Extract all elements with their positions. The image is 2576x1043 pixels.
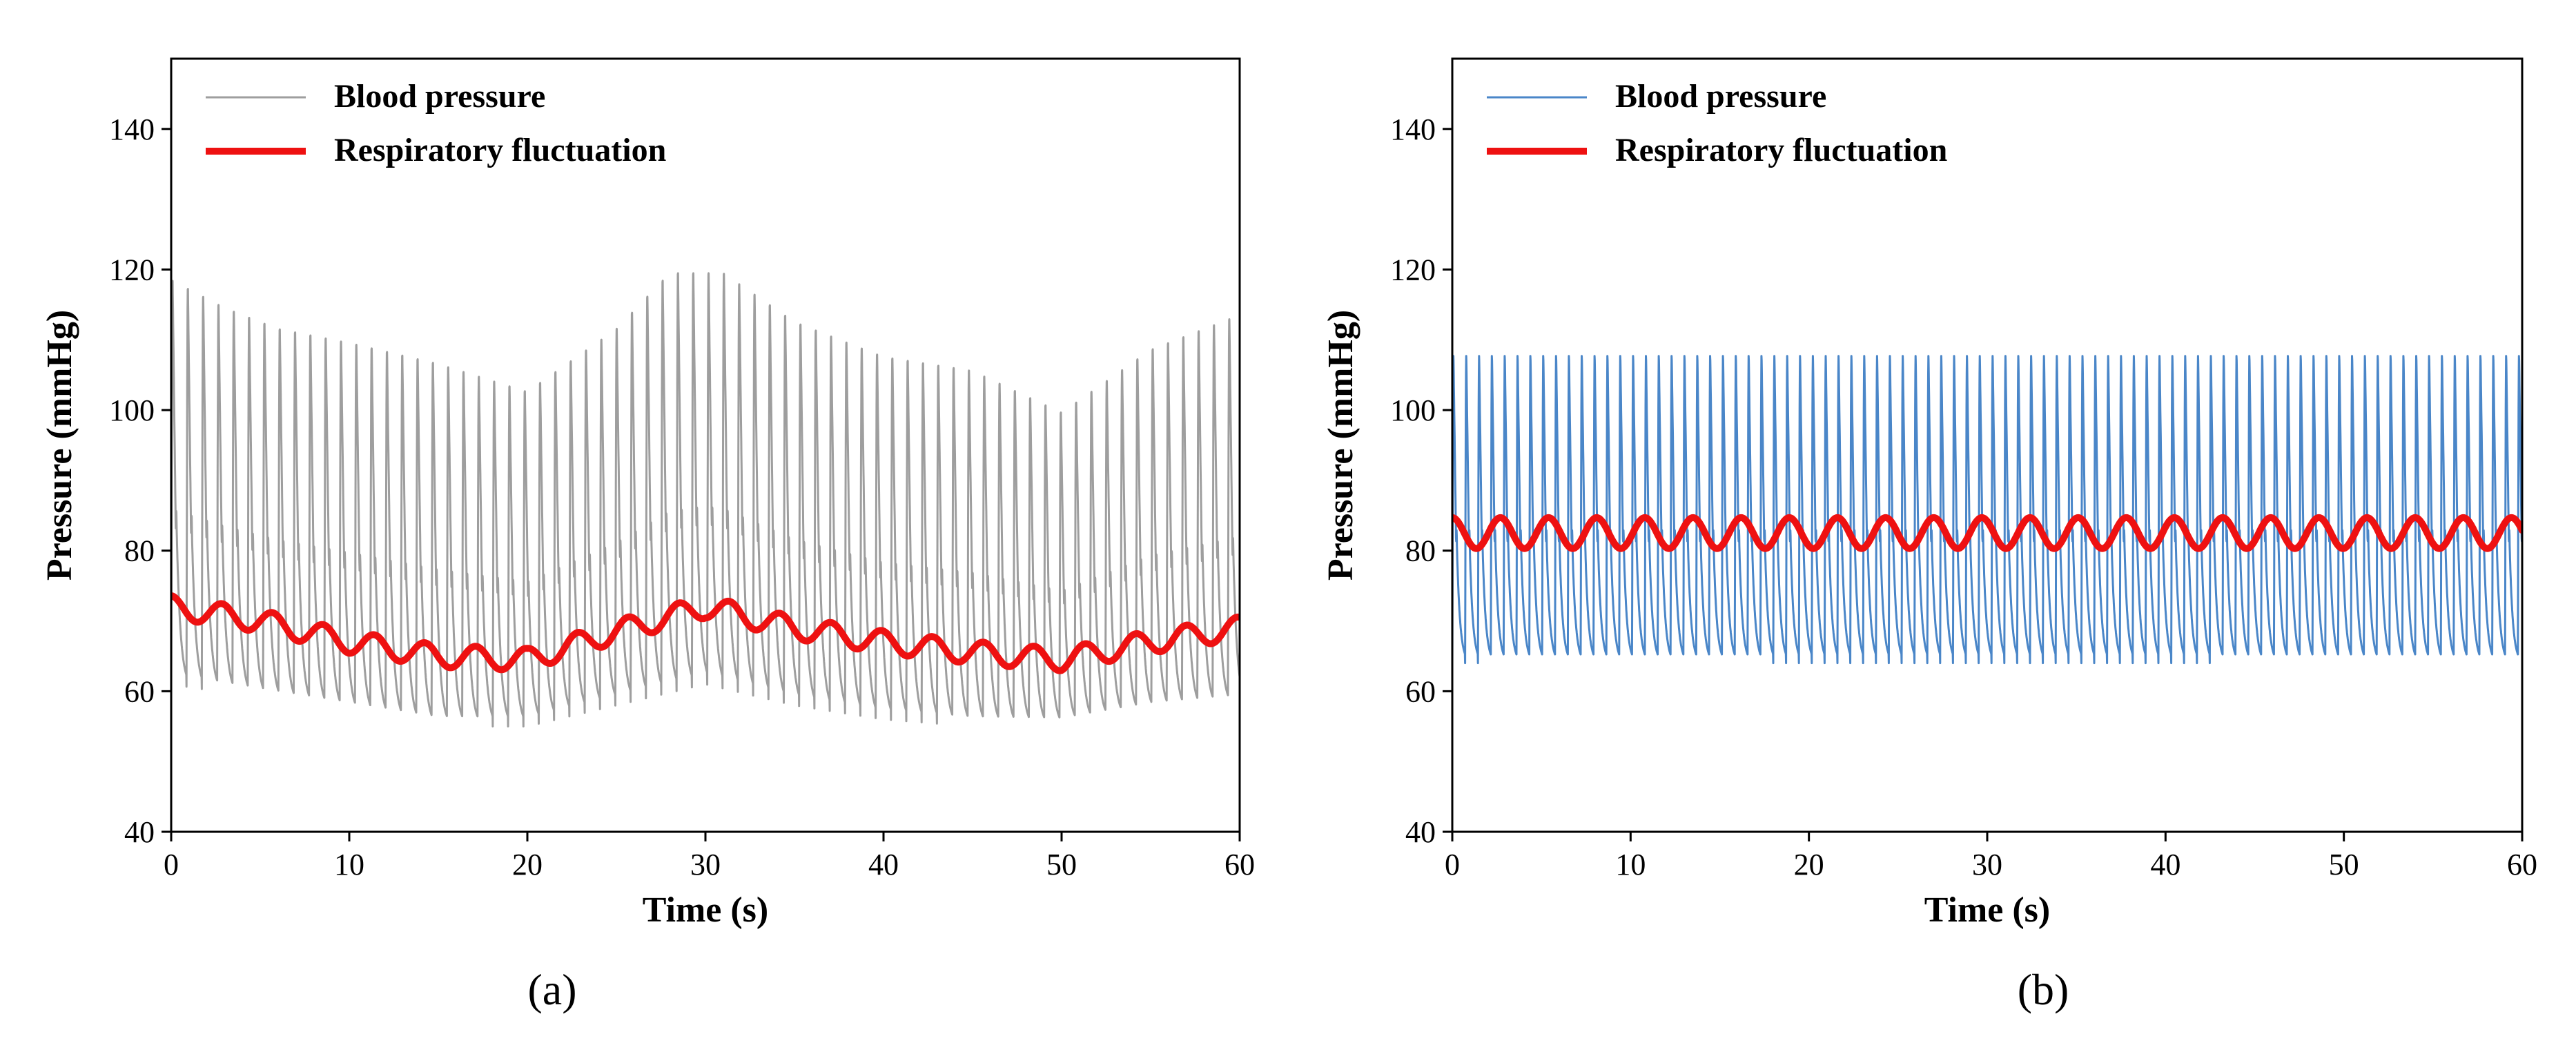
y-tick-label: 140 bbox=[109, 113, 155, 146]
legend-label: Respiratory fluctuation bbox=[1615, 132, 1947, 168]
y-tick-label: 40 bbox=[1405, 815, 1436, 849]
legend-label: Blood pressure bbox=[334, 78, 545, 115]
y-tick-label: 120 bbox=[1390, 253, 1436, 286]
x-tick-label: 50 bbox=[2329, 848, 2359, 881]
panel-label-b: (b) bbox=[2018, 965, 2069, 1014]
chart-panel-a: 0 10 20 30 40 50 60 40 60 80 100 120 140 Time (s) Pres… bbox=[40, 57, 1255, 1014]
x-tick-label: 60 bbox=[1224, 848, 1255, 881]
blood-pressure-series-line bbox=[1452, 355, 2522, 665]
panel-label-a: (a) bbox=[527, 965, 576, 1014]
x-tick-label: 0 bbox=[164, 848, 179, 881]
x-tick-label: 10 bbox=[334, 848, 364, 881]
y-tick-label: 80 bbox=[124, 534, 155, 568]
x-axis-title: Time (s) bbox=[643, 890, 768, 930]
x-tick-label: 20 bbox=[512, 848, 543, 881]
y-tick-label: 60 bbox=[1405, 674, 1436, 708]
x-tick-label: 10 bbox=[1615, 848, 1646, 881]
respiratory-fluctuation-series-line bbox=[171, 592, 1240, 674]
plot-frame bbox=[1451, 57, 2524, 833]
legend: Blood pressure Respiratory fluctuation bbox=[206, 78, 666, 168]
y-tick-label: 100 bbox=[1390, 393, 1436, 427]
chart-panel-b: 0 10 20 30 40 50 60 40 60 80 100 120 140 Time (s) Pres… bbox=[1321, 57, 2537, 1014]
y-tick-label: 140 bbox=[1390, 113, 1436, 146]
legend-label: Blood pressure bbox=[1615, 78, 1826, 115]
plot-frame bbox=[170, 57, 1241, 833]
y-tick-label: 60 bbox=[124, 674, 155, 708]
y-tick-label: 80 bbox=[1405, 534, 1436, 568]
blood-pressure-series-line bbox=[171, 272, 1240, 728]
respiratory-fluctuation-series-line bbox=[1452, 514, 2522, 552]
plot-area bbox=[171, 272, 1240, 728]
x-tick-label: 30 bbox=[690, 848, 721, 881]
plot-area bbox=[1452, 355, 2522, 665]
x-tick-label: 50 bbox=[1046, 848, 1077, 881]
legend: Blood pressure Respiratory fluctuation bbox=[1487, 78, 1947, 168]
x-axis-title: Time (s) bbox=[1924, 890, 2050, 930]
x-tick-label: 60 bbox=[2507, 848, 2537, 881]
y-axis-title: Pressure (mmHg) bbox=[40, 310, 79, 581]
y-tick-label: 40 bbox=[124, 815, 155, 849]
legend-label: Respiratory fluctuation bbox=[334, 132, 666, 168]
x-tick-label: 40 bbox=[868, 848, 899, 881]
y-axis-title: Pressure (mmHg) bbox=[1321, 310, 1360, 581]
x-tick-label: 0 bbox=[1445, 848, 1460, 881]
x-tick-label: 40 bbox=[2150, 848, 2180, 881]
x-tick-label: 20 bbox=[1794, 848, 1824, 881]
y-tick-label: 100 bbox=[109, 393, 155, 427]
x-tick-label: 30 bbox=[1972, 848, 2002, 881]
y-tick-label: 120 bbox=[109, 253, 155, 286]
